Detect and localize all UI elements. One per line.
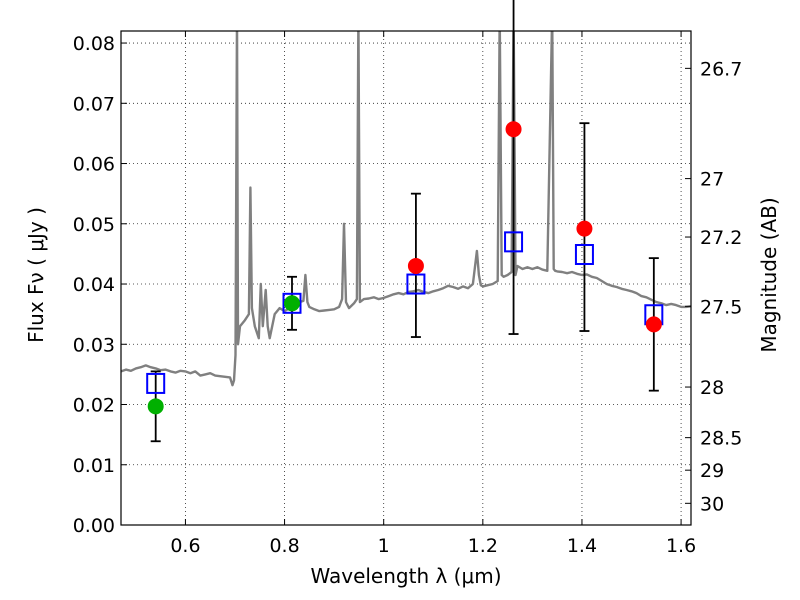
y2-axis-label: Magnitude (AB)	[757, 197, 781, 352]
x-tick-label: 0.8	[269, 535, 299, 557]
x-tick-label: 0.6	[170, 535, 200, 557]
observed-point	[147, 398, 164, 415]
y-tick-label: 0.04	[73, 274, 115, 296]
y2-tick-label: 27	[700, 169, 724, 191]
axis-ticks: 0.6 0.8 1 1.2 1.4 1.6 0.00 0.01 0.02 0.03 0.04 0.05…	[73, 31, 742, 557]
data-points	[146, 0, 664, 443]
y2-tick-label: 27.5	[700, 296, 742, 318]
y2-tick-label: 29	[700, 460, 724, 482]
model-photometry-point	[406, 273, 426, 295]
y-tick-label: 0.07	[73, 93, 115, 115]
y-tick-label: 0.02	[73, 395, 115, 417]
observed-point	[576, 220, 593, 237]
y2-tick-label: 28	[700, 377, 724, 399]
y2-tick-label: 30	[700, 493, 724, 515]
x-axis-label: Wavelength λ (μm)	[310, 564, 501, 588]
model-photometry-point	[146, 372, 166, 394]
x-tick-label: 1.6	[666, 535, 696, 557]
model-photometry-point	[504, 231, 524, 253]
y-tick-label: 0.03	[73, 334, 115, 356]
model-photometry-point	[282, 292, 302, 314]
observed-point	[284, 295, 300, 312]
y-axis-label: Flux Fν ( μJy )	[24, 207, 48, 343]
plot-background	[121, 31, 691, 525]
y-tick-label: 0.00	[73, 515, 115, 537]
y2-tick-label: 28.5	[700, 428, 742, 450]
x-tick-label: 1.4	[567, 535, 597, 557]
grid-lines	[121, 31, 691, 526]
model-photometry-point	[574, 244, 594, 266]
observed-point	[645, 316, 662, 333]
y-tick-label: 0.06	[73, 154, 115, 176]
y2-tick-label: 27.2	[700, 227, 742, 249]
y-tick-label: 0.01	[73, 455, 115, 477]
observed-point	[505, 121, 522, 138]
y2-tick-label: 26.7	[700, 58, 742, 80]
model-spectrum	[121, 31, 691, 387]
y-tick-label: 0.08	[73, 33, 115, 55]
y-tick-label: 0.05	[73, 214, 115, 236]
spectrum-line	[121, 31, 691, 387]
x-tick-label: 1.2	[468, 535, 498, 557]
plot-area-frame	[120, 30, 692, 526]
x-tick-label: 1	[378, 535, 390, 557]
observed-point	[407, 257, 424, 274]
